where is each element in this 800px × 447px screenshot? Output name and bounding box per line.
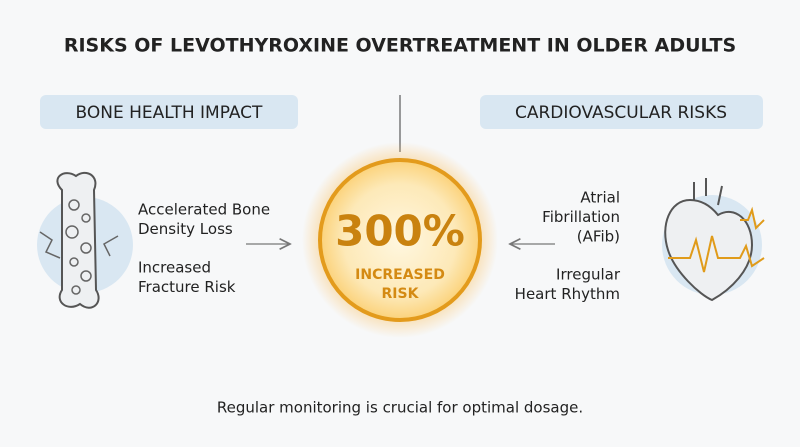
risk-item: Irregular bbox=[556, 266, 621, 284]
risk-label: INCREASED bbox=[355, 267, 445, 283]
left-heading: BONE HEALTH IMPACT bbox=[76, 103, 264, 123]
pill bbox=[40, 95, 298, 129]
risk-label: RISK bbox=[382, 286, 420, 302]
right-heading: CARDIOVASCULAR RISKS bbox=[515, 103, 727, 123]
risk-item: Density Loss bbox=[138, 220, 233, 238]
risk-value: 300% bbox=[335, 207, 465, 256]
heart-icon bbox=[662, 178, 765, 302]
risk-item: Accelerated Bone bbox=[138, 201, 270, 219]
risk-item: Fibrillation bbox=[542, 208, 620, 226]
risk-item: Atrial bbox=[580, 189, 620, 207]
risk-item: (AFib) bbox=[577, 228, 620, 246]
bone-icon bbox=[37, 171, 133, 309]
footer: Regular monitoring is crucial for optima… bbox=[217, 399, 583, 417]
risk-item: Fracture Risk bbox=[138, 278, 236, 296]
risk-item: Increased bbox=[138, 259, 211, 277]
title: RISKS OF LEVOTHYROXINE OVERTREATMENT IN … bbox=[64, 35, 736, 57]
pill bbox=[480, 95, 763, 129]
risk-circle bbox=[318, 158, 482, 322]
risk-item: Heart Rhythm bbox=[515, 285, 620, 303]
